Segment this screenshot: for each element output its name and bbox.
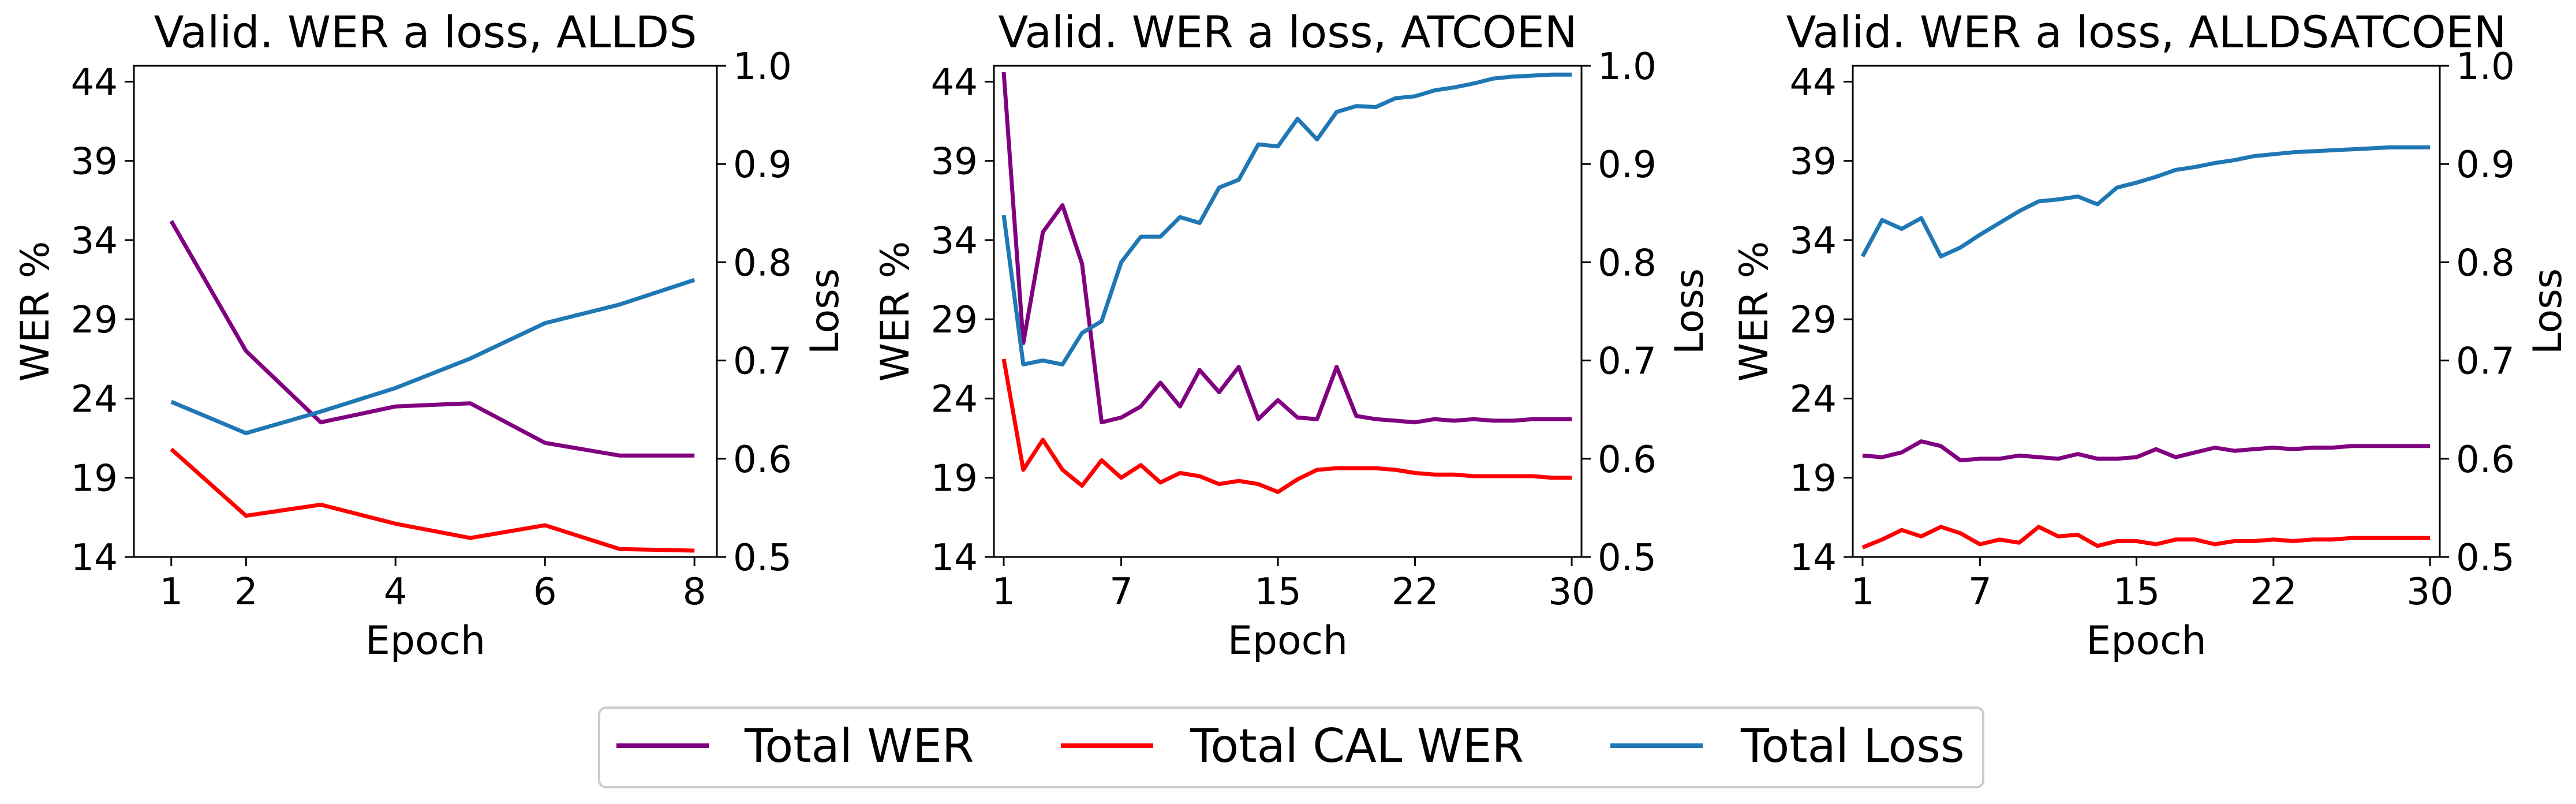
chart-title: Valid. WER a loss, ALLDSATCOEN (1786, 6, 2506, 58)
series-line-total-cal-wer (1861, 525, 2431, 549)
y-tick-label: 39 (71, 141, 118, 184)
y-axis-label: WER % (13, 241, 58, 382)
y-right-axis-label: Loss (2525, 268, 2571, 354)
y-tick-label: 29 (931, 299, 978, 342)
y-tick-label: 39 (931, 141, 978, 184)
x-tick-label: 1 (159, 571, 183, 614)
y-right-axis-label: Loss (802, 268, 848, 354)
legend-frame (598, 706, 1984, 788)
y-tick-label: 39 (1790, 141, 1837, 184)
y-right-tick-label: 0.7 (1598, 341, 1657, 383)
y-right-tick-label: 0.6 (1598, 439, 1657, 481)
y-right-tick-label: 0.7 (733, 341, 792, 383)
legend-label-total-loss: Total Loss (1740, 719, 1965, 773)
y-right-tick-label: 0.7 (2456, 341, 2515, 383)
x-tick-label: 4 (384, 571, 407, 614)
y-tick-label: 44 (71, 61, 118, 104)
y-right-tick-label: 0.8 (2456, 242, 2515, 285)
series-line-total-loss (170, 278, 696, 435)
subplots: 1 2 4 6 8141924293439440.50.60.70.80.91.0Val… (13, 6, 2571, 664)
x-tick-label: 2 (234, 571, 258, 614)
chart-title: Valid. WER a loss, ATCOEN (998, 6, 1577, 58)
series-line-total-loss (1860, 145, 2431, 259)
series-line-total-wer (1001, 72, 1572, 425)
y-right-tick-label: 1.0 (733, 46, 792, 88)
x-tick-label: 7 (1109, 571, 1133, 614)
y-tick-label: 44 (931, 61, 978, 104)
series-line-total-cal-wer (1001, 358, 1572, 494)
x-tick-label: 30 (2406, 571, 2453, 614)
plot-frame (993, 65, 1583, 558)
y-tick-label: 34 (931, 220, 978, 263)
y-axis-label: WER % (873, 241, 918, 382)
y-tick-label: 29 (71, 299, 118, 342)
y-axis-label: WER % (1732, 241, 1777, 382)
y-tick-label: 19 (71, 458, 118, 500)
x-tick-label: 6 (533, 571, 557, 614)
y-right-tick-label: 0.5 (2456, 537, 2515, 579)
legend: Total WER Total CAL WER Total Loss (598, 706, 1984, 788)
y-right-tick-label: 0.6 (2456, 439, 2515, 481)
y-right-tick-label: 0.6 (733, 439, 792, 481)
x-axis-label: Epoch (1228, 618, 1348, 664)
x-tick-label: 22 (2250, 571, 2297, 614)
y-right-tick-label: 0.9 (2456, 144, 2515, 186)
y-tick-label: 14 (931, 537, 978, 579)
x-tick-label: 1 (992, 571, 1016, 614)
plot-frame (1852, 65, 2441, 558)
legend-label-total-wer: Total WER (744, 719, 974, 773)
y-tick-label: 24 (71, 378, 118, 421)
y-right-tick-label: 0.8 (1598, 242, 1657, 285)
x-tick-label: 8 (683, 571, 706, 614)
y-tick-label: 19 (1790, 458, 1837, 500)
y-tick-label: 14 (71, 537, 118, 579)
y-tick-label: 34 (1790, 220, 1837, 263)
x-tick-label: 7 (1968, 571, 1992, 614)
y-right-tick-label: 1.0 (1598, 46, 1657, 88)
y-tick-label: 29 (1790, 299, 1837, 342)
y-tick-label: 24 (931, 378, 978, 421)
plot-frame (133, 65, 718, 558)
y-tick-label: 19 (931, 458, 978, 500)
series-line-total-loss (1001, 72, 1572, 367)
legend-label-total-cal-wer: Total CAL WER (1190, 719, 1524, 773)
x-tick-label: 22 (1392, 571, 1438, 614)
series-line-total-cal-wer (170, 447, 695, 553)
y-right-tick-label: 0.5 (733, 537, 792, 579)
y-tick-label: 34 (71, 220, 118, 263)
x-axis-label: Epoch (2086, 618, 2206, 664)
y-right-tick-label: 0.9 (733, 144, 792, 186)
series-line-total-wer (1862, 439, 2431, 462)
subplot-1: 1 2 4 6 8141924293439440.50.60.70.80.91.0Val… (13, 6, 848, 664)
subplot-3: 1 7 15 22 30 14 19 24 29 34 39 44 0.5 0.6 0.7 0.8 0.9 1.0… (1732, 6, 2571, 664)
y-right-tick-label: 0.5 (1598, 537, 1657, 579)
y-right-axis-label: Loss (1667, 268, 1713, 354)
subplot-2: 1 7 15 22 30 14 19 24 29 34 39 44 0.5 0.6 0.7 0.8 0.9 1.0… (873, 6, 1713, 664)
x-tick-label: 15 (1254, 571, 1301, 614)
y-right-tick-label: 1.0 (2456, 46, 2515, 88)
y-tick-label: 24 (1790, 378, 1837, 421)
x-tick-label: 30 (1548, 571, 1595, 614)
y-tick-label: 14 (1790, 537, 1837, 579)
series-line-total-wer (169, 220, 695, 458)
y-tick-label: 44 (1790, 61, 1837, 104)
x-tick-label: 1 (1851, 571, 1875, 614)
y-right-tick-label: 0.8 (733, 242, 792, 285)
x-axis-label: Epoch (365, 618, 485, 664)
chart-title: Valid. WER a loss, ALLDS (154, 6, 697, 58)
y-right-tick-label: 0.9 (1598, 144, 1657, 186)
x-tick-label: 15 (2113, 571, 2160, 614)
